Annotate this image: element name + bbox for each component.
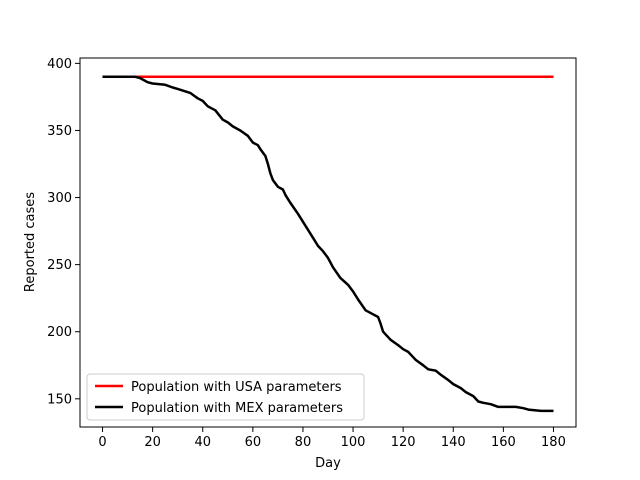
plot-layer (102, 75, 554, 413)
plot-frame (79, 57, 577, 428)
legend-box (86, 373, 365, 421)
legend: Population with USA parameters Populatio… (86, 373, 365, 421)
x-tick-label: 140 (441, 435, 466, 450)
x-axis: 0 20 40 60 80 100 120 140 160 180 (98, 427, 566, 450)
x-tick-label: 80 (295, 435, 312, 450)
y-tick-label: 300 (47, 191, 72, 206)
y-axis: 150 200 250 300 350 400 (47, 57, 80, 407)
x-tick-label: 60 (245, 435, 262, 450)
x-tick-label: 120 (391, 435, 416, 450)
y-tick-label: 400 (47, 57, 72, 72)
x-tick-label: 0 (98, 435, 106, 450)
legend-label-mex: Population with MEX parameters (131, 401, 343, 416)
x-tick-label: 40 (194, 435, 211, 450)
legend-label-usa: Population with USA parameters (131, 380, 342, 395)
x-axis-label: Day (315, 456, 341, 471)
series-line-1 (102, 75, 554, 413)
y-tick-label: 200 (47, 325, 72, 340)
y-tick-label: 250 (47, 258, 72, 273)
y-tick-label: 150 (47, 392, 72, 407)
y-tick-label: 350 (47, 124, 72, 139)
x-tick-label: 20 (144, 435, 161, 450)
x-tick-label: 100 (341, 435, 366, 450)
y-axis-label: Reported cases (23, 192, 38, 292)
x-tick-label: 160 (491, 435, 516, 450)
x-tick-label: 180 (541, 435, 566, 450)
